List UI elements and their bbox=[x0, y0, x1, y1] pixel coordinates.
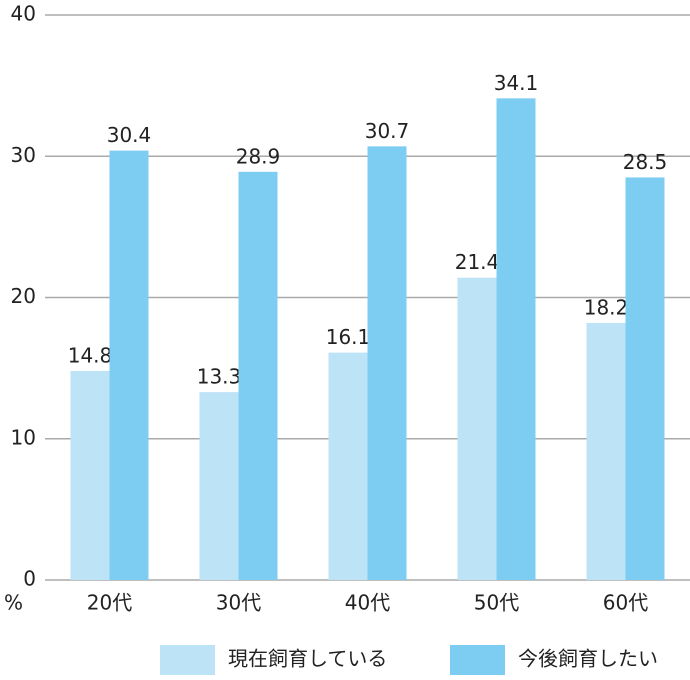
y-tick-label: 30 bbox=[11, 143, 36, 167]
value-label: 30.7 bbox=[365, 119, 410, 143]
y-tick-label: 20 bbox=[11, 284, 36, 308]
value-label: 18.2 bbox=[584, 295, 629, 319]
bar bbox=[496, 98, 536, 581]
bar bbox=[457, 277, 497, 580]
bar bbox=[328, 352, 368, 580]
x-tick-label: 20代 bbox=[87, 591, 132, 615]
x-tick-label: 40代 bbox=[345, 591, 390, 615]
y-tick-label: 10 bbox=[11, 425, 36, 449]
bar bbox=[625, 177, 665, 580]
value-label: 34.1 bbox=[494, 71, 539, 95]
value-label: 16.1 bbox=[326, 325, 371, 349]
bar bbox=[70, 370, 110, 580]
y-unit-label: % bbox=[4, 591, 23, 615]
legend-swatch bbox=[450, 645, 505, 675]
value-label: 28.5 bbox=[623, 150, 668, 174]
bar bbox=[367, 146, 407, 581]
value-label: 30.4 bbox=[107, 123, 152, 147]
value-label: 14.8 bbox=[68, 343, 113, 367]
value-label: 28.9 bbox=[236, 144, 281, 168]
x-tick-label: 50代 bbox=[474, 591, 519, 615]
x-tick-label: 60代 bbox=[603, 591, 648, 615]
bar bbox=[109, 150, 149, 580]
bar bbox=[586, 322, 626, 580]
y-tick-label: 40 bbox=[11, 2, 36, 26]
legend-swatch bbox=[160, 645, 215, 675]
value-label: 13.3 bbox=[197, 365, 242, 389]
bar bbox=[238, 171, 278, 580]
y-tick-label: 0 bbox=[23, 567, 36, 591]
x-tick-label: 30代 bbox=[216, 591, 261, 615]
bar bbox=[199, 392, 239, 580]
value-label: 21.4 bbox=[455, 250, 500, 274]
legend-label: 今後飼育したい bbox=[518, 647, 658, 671]
legend-label: 現在飼育している bbox=[228, 647, 387, 671]
